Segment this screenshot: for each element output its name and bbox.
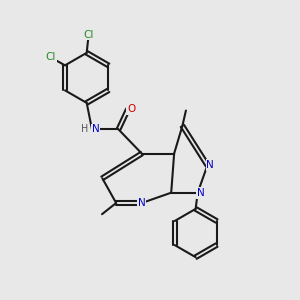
Text: N: N (206, 160, 214, 170)
Text: N: N (92, 124, 99, 134)
Text: N: N (197, 188, 205, 198)
Text: N: N (138, 198, 146, 208)
Text: H: H (81, 124, 88, 134)
Text: Cl: Cl (83, 30, 93, 40)
Text: O: O (127, 104, 136, 114)
Text: Cl: Cl (46, 52, 56, 62)
